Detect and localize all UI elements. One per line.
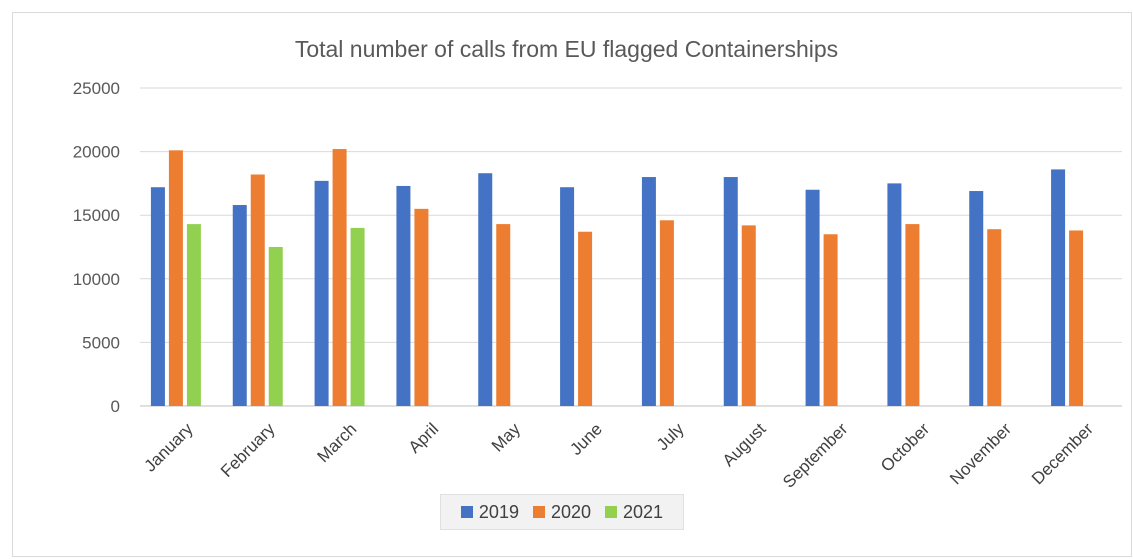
bar-2020-november xyxy=(987,229,1002,406)
bar-2020-september xyxy=(823,234,838,406)
y-tick-label: 0 xyxy=(111,397,120,416)
bar-2020-october xyxy=(905,224,920,406)
bar-2019-january xyxy=(150,187,165,406)
bar-2019-july xyxy=(641,177,656,406)
legend-item-2021: 2021 xyxy=(605,502,663,523)
x-tick-label: March xyxy=(314,419,361,466)
bar-2020-december xyxy=(1069,230,1084,406)
bar-2020-august xyxy=(741,225,756,406)
bar-2019-september xyxy=(805,189,820,406)
bar-2020-july xyxy=(659,220,674,406)
bar-2020-june xyxy=(578,231,593,406)
x-tick-label: May xyxy=(488,419,524,455)
legend: 2019 2020 2021 xyxy=(440,494,684,530)
bar-2021-february xyxy=(268,247,283,406)
bar-2020-january xyxy=(168,150,183,406)
bar-2020-february xyxy=(250,174,265,406)
x-tick-label: November xyxy=(946,419,1015,488)
x-tick-label: December xyxy=(1028,419,1097,488)
x-tick-label: June xyxy=(566,419,606,459)
legend-swatch-2021 xyxy=(605,506,618,518)
bar-2019-june xyxy=(560,187,575,406)
y-tick-label: 5000 xyxy=(82,333,120,352)
legend-label-2020: 2020 xyxy=(550,501,592,522)
bar-2020-march xyxy=(332,149,347,406)
bar-2019-october xyxy=(887,183,902,406)
bar-2019-may xyxy=(478,173,493,406)
x-tick-label: October xyxy=(877,419,933,475)
bar-2020-april xyxy=(414,208,429,406)
legend-item-2019: 2019 xyxy=(460,501,519,523)
y-tick-label: 25000 xyxy=(73,79,120,98)
bar-2021-march xyxy=(350,227,365,406)
bar-2020-may xyxy=(496,224,511,406)
legend-label-2021: 2021 xyxy=(623,501,664,522)
x-tick-label: January xyxy=(141,419,198,476)
bar-2021-january xyxy=(186,224,201,406)
y-tick-label: 20000 xyxy=(73,143,120,162)
bar-2019-march xyxy=(314,180,329,406)
x-tick-label: July xyxy=(653,419,688,454)
x-tick-label: September xyxy=(779,419,851,491)
y-tick-label: 15000 xyxy=(73,206,120,225)
chart-title: Total number of calls from EU flagged Co… xyxy=(294,36,839,62)
legend-label-2019: 2019 xyxy=(478,501,519,522)
bar-2019-august xyxy=(723,177,738,406)
x-tick-label: February xyxy=(217,419,279,481)
legend-item-2020: 2020 xyxy=(532,501,592,523)
bar-2019-april xyxy=(396,185,411,406)
bar-2019-february xyxy=(232,205,247,406)
bar-2019-november xyxy=(969,191,984,406)
legend-swatch-2020 xyxy=(532,506,545,518)
x-tick-label: August xyxy=(719,419,770,470)
legend-swatch-2019 xyxy=(460,506,473,518)
x-tick-label: April xyxy=(405,419,442,456)
y-tick-label: 10000 xyxy=(73,270,120,289)
bar-2019-december xyxy=(1051,169,1066,406)
